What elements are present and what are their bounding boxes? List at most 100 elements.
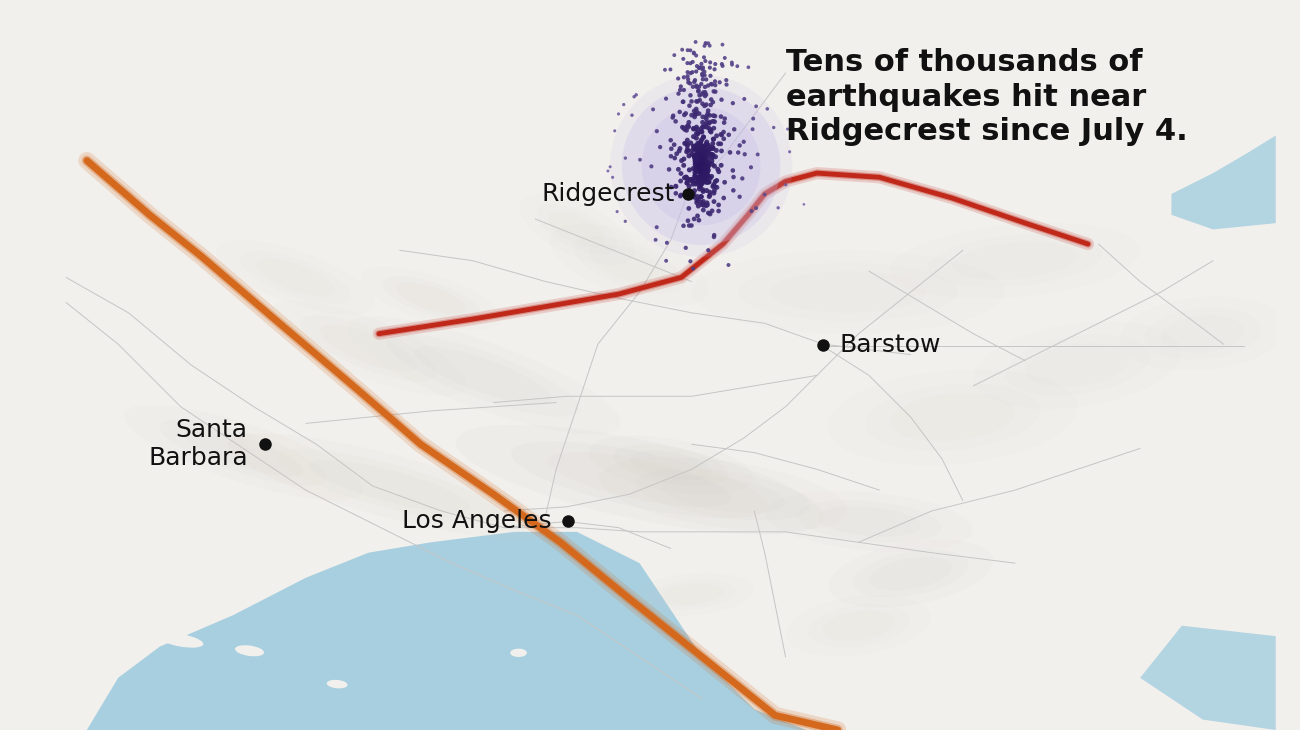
Point [693, 184, 714, 196]
Point [668, 73, 689, 85]
Point [686, 50, 707, 61]
Point [689, 172, 710, 183]
Point [660, 64, 681, 75]
Point [686, 195, 707, 207]
Ellipse shape [766, 491, 972, 552]
Ellipse shape [770, 271, 927, 313]
Point [694, 155, 715, 167]
Point [692, 153, 712, 164]
Point [698, 176, 719, 188]
Point [655, 64, 676, 76]
Point [673, 220, 694, 231]
Point [692, 68, 712, 80]
Point [715, 52, 736, 64]
Point [696, 164, 716, 176]
Point [714, 126, 734, 138]
Point [673, 72, 694, 83]
Point [697, 170, 718, 182]
Point [697, 185, 718, 196]
Point [677, 187, 698, 199]
Ellipse shape [227, 434, 551, 539]
Point [656, 237, 677, 249]
Point [682, 81, 703, 93]
Ellipse shape [573, 237, 685, 293]
Point [693, 74, 714, 85]
Point [702, 180, 723, 192]
Point [699, 40, 720, 52]
Point [693, 150, 714, 161]
Point [685, 74, 706, 86]
Ellipse shape [277, 449, 502, 523]
Point [693, 131, 714, 143]
Point [696, 139, 716, 150]
Point [693, 175, 714, 187]
Point [697, 147, 718, 159]
Point [696, 119, 716, 131]
Point [698, 207, 719, 219]
Point [688, 145, 709, 156]
Ellipse shape [547, 452, 732, 507]
Point [682, 178, 703, 190]
Point [692, 199, 712, 210]
Point [664, 139, 685, 150]
Point [690, 155, 711, 167]
Point [705, 64, 725, 75]
Point [690, 159, 711, 171]
Point [690, 147, 711, 159]
Point [686, 155, 707, 166]
Point [690, 149, 711, 161]
Point [711, 58, 732, 70]
Point [675, 123, 696, 135]
Point [705, 176, 725, 188]
Point [602, 172, 623, 183]
Point [690, 123, 711, 134]
Point [718, 259, 738, 271]
Point [734, 148, 755, 160]
Point [684, 151, 705, 163]
Point [692, 191, 712, 203]
Point [689, 166, 710, 178]
Point [705, 181, 725, 193]
Ellipse shape [308, 460, 471, 512]
Point [689, 94, 710, 106]
Point [684, 188, 705, 200]
Point [672, 44, 693, 55]
Ellipse shape [256, 258, 335, 296]
Point [697, 108, 718, 120]
Point [672, 121, 693, 133]
Point [686, 139, 707, 151]
Ellipse shape [614, 445, 728, 485]
Point [692, 166, 712, 177]
Point [710, 77, 731, 88]
Point [694, 149, 715, 161]
Point [694, 162, 715, 174]
Point [703, 179, 724, 191]
Point [703, 123, 724, 134]
Point [686, 80, 707, 91]
Point [690, 136, 711, 147]
Point [690, 161, 711, 172]
Point [692, 155, 712, 167]
Point [697, 145, 718, 156]
Ellipse shape [160, 419, 326, 486]
Circle shape [621, 87, 780, 245]
Point [741, 161, 762, 173]
Point [723, 185, 744, 196]
Point [716, 79, 737, 91]
Ellipse shape [300, 315, 437, 382]
Point [722, 57, 742, 69]
Point [690, 145, 711, 157]
Point [699, 208, 720, 220]
Point [692, 70, 712, 82]
Point [694, 81, 715, 93]
Point [608, 108, 629, 120]
Point [702, 155, 723, 166]
Point [693, 111, 714, 123]
Point [696, 74, 716, 85]
Point [699, 110, 720, 121]
Point [689, 144, 710, 155]
Point [699, 125, 720, 137]
Point [697, 167, 718, 179]
Point [655, 255, 676, 266]
Point [624, 91, 645, 102]
